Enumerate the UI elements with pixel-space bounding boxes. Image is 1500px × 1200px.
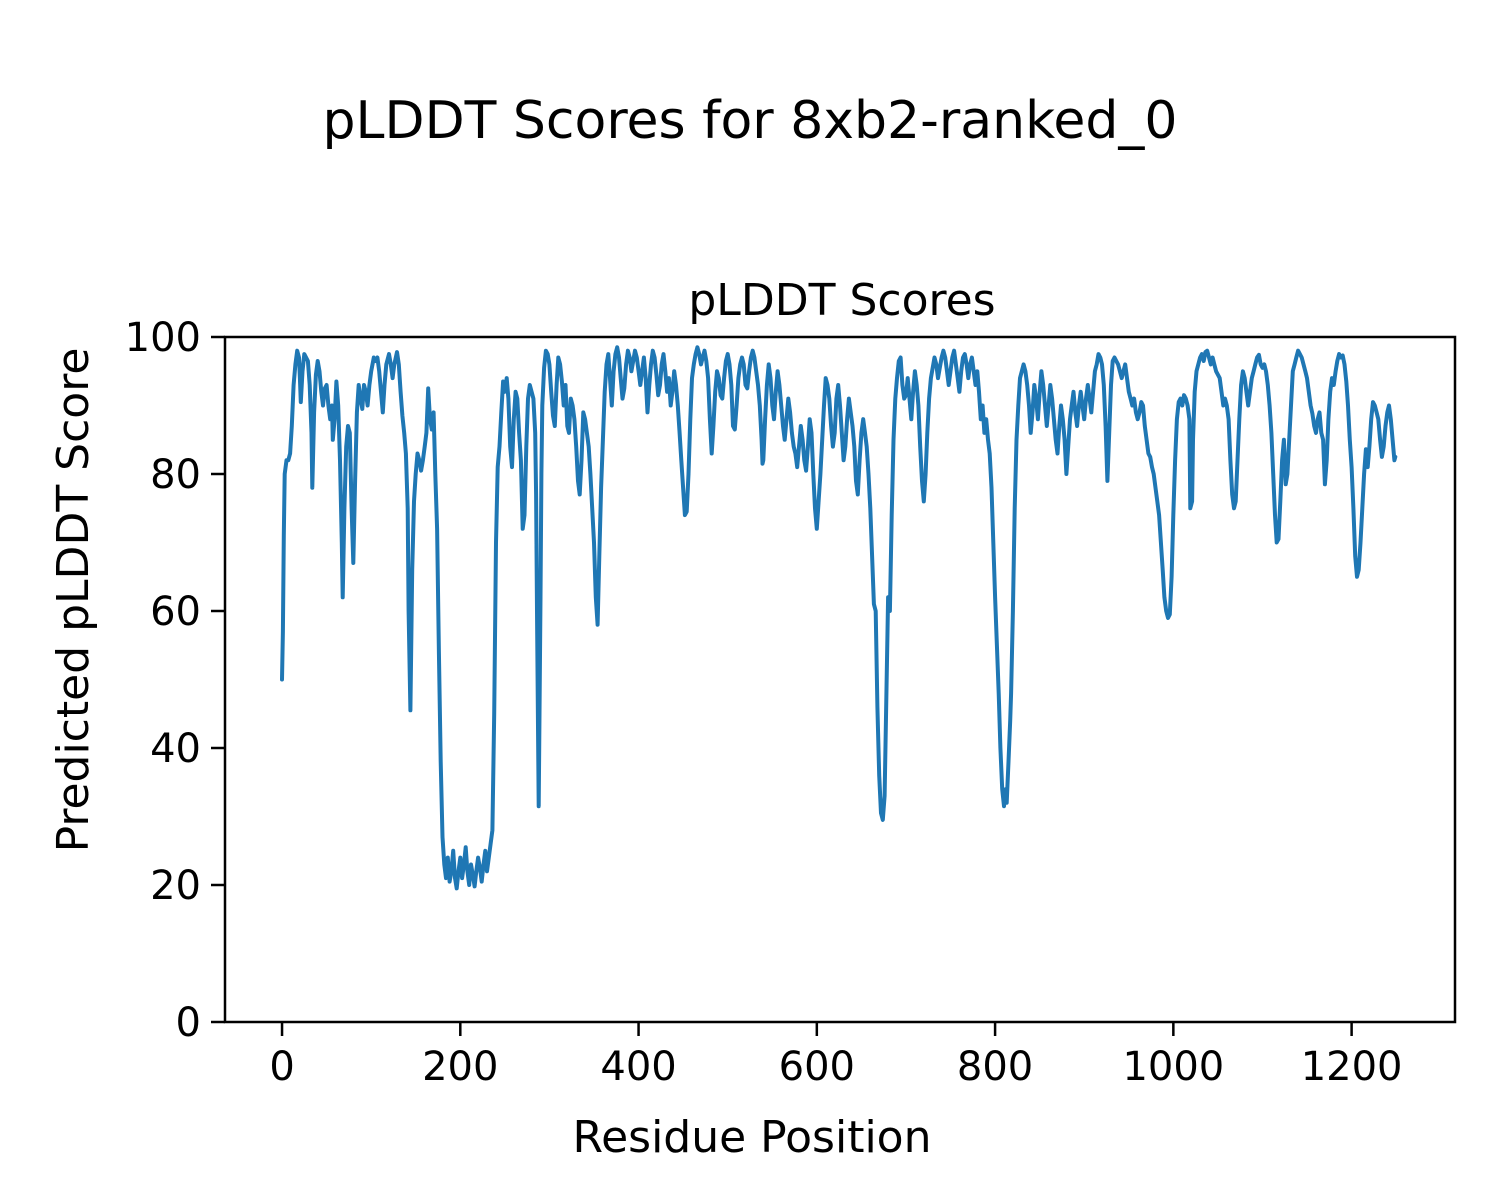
x-tick-label: 800 — [957, 1044, 1033, 1090]
y-tick-label: 100 — [125, 315, 201, 361]
y-axis-label: Predicted pLDDT Score — [48, 348, 99, 853]
y-tick-label: 40 — [150, 726, 201, 772]
plot-border — [223, 335, 1457, 1024]
x-tick-label: 200 — [422, 1044, 498, 1090]
x-tick-label: 0 — [269, 1044, 294, 1090]
x-tick-label: 600 — [779, 1044, 855, 1090]
figure-title: pLDDT Scores for 8xb2-ranked_0 — [323, 91, 1178, 151]
plddt-score-line — [280, 345, 1398, 891]
data-series-group — [280, 345, 1398, 891]
y-tick-label: 20 — [150, 863, 201, 909]
x-tick-label: 1200 — [1301, 1044, 1403, 1090]
axes-title: pLDDT Scores — [688, 275, 995, 326]
y-tick-label: 80 — [150, 452, 201, 498]
axis-ticks: 0 200 400 600 800 1000 1200 0 20 40 60 80 100 — [125, 315, 1403, 1090]
x-axis-label: Residue Position — [572, 1112, 931, 1163]
y-tick-label: 0 — [176, 1000, 201, 1046]
x-tick-label: 400 — [600, 1044, 676, 1090]
x-tick-label: 1000 — [1122, 1044, 1224, 1090]
y-tick-label: 60 — [150, 589, 201, 635]
